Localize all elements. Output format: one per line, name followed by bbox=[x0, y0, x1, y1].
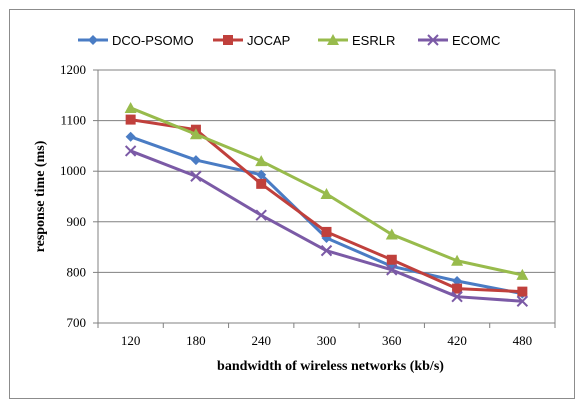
series-esrlr bbox=[124, 101, 529, 280]
legend-item: ECOMC bbox=[418, 33, 500, 48]
legend-marker bbox=[88, 35, 98, 45]
data-point-ecomc bbox=[386, 264, 398, 276]
data-point-dco-psomo bbox=[452, 276, 463, 287]
legend: DCO-PSOMO JOCAP ESRLR ECOMC bbox=[78, 33, 500, 48]
x-tick-label: 180 bbox=[186, 333, 206, 348]
data-point-esrlr bbox=[320, 187, 333, 199]
series-lines bbox=[124, 101, 529, 307]
x-tick-label: 360 bbox=[382, 333, 402, 348]
legend-label: JOCAP bbox=[247, 33, 290, 48]
y-axis-ticks: 700 800 900 1000 1100 1200 bbox=[60, 62, 98, 330]
legend-item: JOCAP bbox=[213, 33, 290, 48]
legend-label: ECOMC bbox=[452, 33, 500, 48]
data-point-jocap bbox=[256, 178, 267, 189]
series-line-jocap bbox=[130, 118, 523, 294]
data-point-esrlr bbox=[385, 228, 398, 240]
data-point-ecomc bbox=[320, 244, 333, 257]
data-point-esrlr bbox=[124, 101, 137, 113]
x-tick-label: 240 bbox=[251, 333, 271, 348]
legend-marker bbox=[427, 34, 439, 46]
legend-label: ESRLR bbox=[352, 33, 395, 48]
y-tick-label: 800 bbox=[67, 264, 87, 279]
data-point-esrlr bbox=[189, 128, 202, 140]
data-point-esrlr bbox=[255, 155, 268, 167]
y-tick-label: 900 bbox=[67, 214, 87, 229]
plot-area bbox=[97, 69, 556, 324]
legend-item: DCO-PSOMO bbox=[78, 33, 194, 48]
y-axis-title: response time (ms) bbox=[33, 140, 48, 252]
series-line-ecomc bbox=[130, 149, 523, 303]
series-jocap bbox=[125, 114, 528, 297]
y-tick-label: 700 bbox=[67, 315, 87, 330]
legend-item: ESRLR bbox=[318, 33, 395, 48]
data-point-dco-psomo bbox=[190, 155, 201, 166]
data-point-jocap bbox=[125, 114, 136, 125]
data-point-esrlr bbox=[451, 254, 464, 266]
data-point-jocap bbox=[386, 254, 397, 265]
series-dco-psomo bbox=[125, 131, 528, 299]
data-point-ecomc bbox=[516, 295, 529, 307]
legend-label: DCO-PSOMO bbox=[112, 33, 194, 48]
data-point-jocap bbox=[517, 286, 528, 297]
x-tick-label: 300 bbox=[317, 333, 337, 348]
data-point-dco-psomo bbox=[256, 169, 267, 180]
legend-marker bbox=[327, 34, 339, 45]
x-axis-ticks: 120 180 240 300 360 420 480 bbox=[97, 323, 556, 348]
x-tick-label: 480 bbox=[513, 333, 533, 348]
data-point-dco-psomo bbox=[125, 131, 136, 142]
data-point-ecomc bbox=[124, 145, 137, 157]
series-line-dco-psomo bbox=[130, 135, 523, 296]
series-ecomc bbox=[124, 145, 529, 307]
data-point-ecomc bbox=[451, 290, 463, 303]
data-point-ecomc bbox=[255, 209, 267, 221]
y-tick-label: 1100 bbox=[60, 113, 86, 128]
data-point-jocap bbox=[321, 226, 332, 237]
y-tick-label: 1000 bbox=[60, 163, 86, 178]
data-point-ecomc bbox=[190, 170, 202, 182]
x-axis-title: bandwidth of wireless networks (kb/s) bbox=[217, 359, 444, 374]
data-point-esrlr bbox=[516, 268, 529, 280]
legend-marker bbox=[223, 35, 233, 45]
data-point-jocap bbox=[452, 283, 463, 294]
x-tick-label: 120 bbox=[121, 333, 141, 348]
x-tick-label: 420 bbox=[447, 333, 467, 348]
y-tick-label: 1200 bbox=[60, 62, 86, 77]
